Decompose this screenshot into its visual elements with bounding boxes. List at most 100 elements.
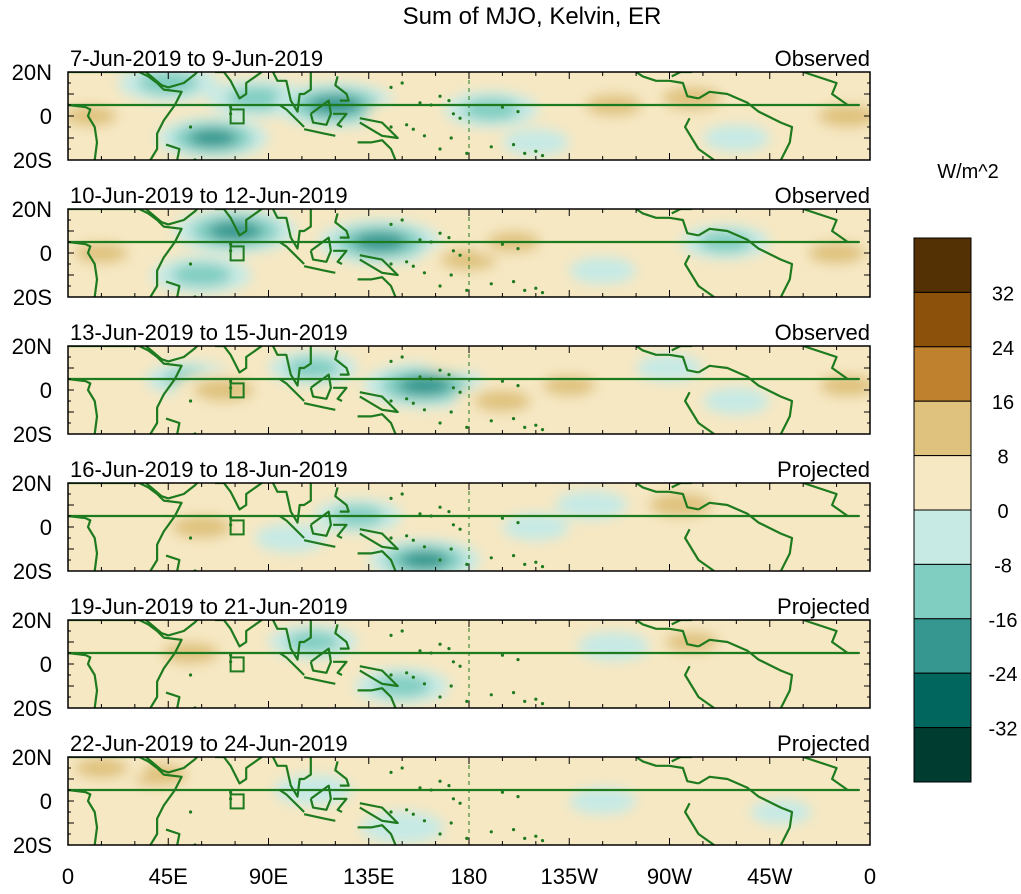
coastline [278, 652, 305, 676]
island-marker [422, 682, 427, 686]
coastline [309, 373, 332, 400]
coastline [68, 72, 183, 160]
island-marker [188, 810, 193, 814]
island-marker [418, 375, 422, 379]
island-marker [516, 658, 520, 662]
coastline [215, 209, 263, 237]
coastline [359, 117, 399, 140]
x-tick-label: 0 [864, 864, 876, 889]
colorbar-bin [913, 291, 972, 348]
island-marker [451, 523, 456, 527]
y-tick-label: 20N [12, 745, 52, 770]
x-axis: 0 45E 90E 135E 180 135W 90W 45W 0 [62, 864, 876, 889]
island-marker [422, 134, 427, 138]
coastline [68, 103, 99, 160]
y-tick-label: 20N [12, 60, 52, 85]
island-marker [500, 790, 505, 794]
island-marker [479, 709, 482, 712]
colorbar-bin [913, 509, 972, 565]
coastline [145, 72, 198, 89]
island-marker [400, 629, 404, 633]
coastline [145, 483, 198, 500]
island-marker [405, 397, 409, 401]
coastline [683, 117, 715, 160]
anomaly-contour [462, 98, 520, 121]
panel: 20N 0 20S 16-Jun-2019 to 18-Jun-2019 Project… [12, 457, 871, 584]
island-marker [447, 236, 451, 240]
island-marker [438, 94, 442, 98]
coastline [697, 90, 794, 160]
island-marker [511, 691, 516, 695]
coastline [697, 227, 794, 297]
island-marker [429, 788, 433, 792]
coastline [68, 240, 99, 297]
coastline [68, 483, 861, 518]
island-marker [389, 125, 393, 129]
island-marker [479, 435, 482, 438]
coastline [68, 483, 183, 571]
island-marker [465, 151, 469, 155]
coastline [635, 757, 699, 785]
anomaly-contour [636, 354, 703, 382]
anomaly-contour [398, 375, 451, 396]
island-marker [438, 642, 442, 646]
island-marker [458, 801, 462, 805]
y-tick-label: 0 [40, 104, 52, 129]
region-box [229, 656, 245, 673]
island-marker [523, 836, 527, 841]
anomaly-contour [703, 387, 770, 415]
panel-field [68, 209, 870, 297]
panel-period: 16-Jun-2019 to 18-Jun-2019 [70, 457, 348, 482]
island-marker [500, 516, 505, 520]
island-marker [511, 828, 516, 832]
y-tick-label: 20S [13, 422, 52, 447]
anomaly-contour [614, 217, 681, 245]
island-marker [405, 808, 409, 812]
anomaly-contour [555, 490, 628, 520]
coastline [635, 620, 699, 648]
anomaly-contour [254, 264, 327, 294]
coastlines [68, 620, 861, 712]
coastline [278, 104, 305, 128]
island-marker [229, 790, 233, 794]
coastline [697, 364, 794, 434]
coastline [357, 413, 397, 434]
coastlines [68, 483, 861, 571]
island-marker [451, 660, 456, 664]
island-marker [447, 784, 451, 788]
coastline [697, 501, 794, 571]
panel-period: 7-Jun-2019 to 9-Jun-2019 [70, 46, 323, 71]
colorbar-level-label: -24 [989, 664, 1018, 686]
panel: 20N 0 20S 7-Jun-2019 to 9-Jun-2019 Observed [12, 46, 871, 173]
island-marker [540, 702, 545, 706]
island-marker [449, 684, 453, 688]
coastline [145, 209, 198, 226]
anomaly-contour [188, 129, 237, 147]
island-marker [458, 253, 462, 257]
island-marker [489, 830, 493, 834]
anomaly-contour [76, 386, 149, 416]
island-marker [458, 527, 462, 531]
coastline [334, 487, 350, 513]
island-marker [400, 492, 404, 496]
coastline [683, 254, 715, 297]
island-marker [500, 379, 505, 383]
anomaly-contour [808, 242, 865, 264]
anomaly-contour [208, 221, 262, 241]
y-tick-label: 20S [13, 559, 52, 584]
island-marker [511, 280, 516, 284]
anomaly-contour [769, 513, 837, 541]
coastline [165, 554, 181, 571]
anomaly-contour [400, 551, 449, 569]
island-marker [540, 154, 545, 158]
anomaly-contour [286, 357, 340, 379]
coastline [635, 209, 699, 237]
coastline [357, 139, 397, 160]
island-marker [465, 836, 469, 841]
x-tick-label: 135E [343, 864, 394, 889]
coastline [145, 620, 198, 637]
island-marker [540, 839, 545, 843]
island-marker [438, 832, 442, 836]
coastline [272, 72, 312, 113]
region-box [229, 793, 245, 810]
